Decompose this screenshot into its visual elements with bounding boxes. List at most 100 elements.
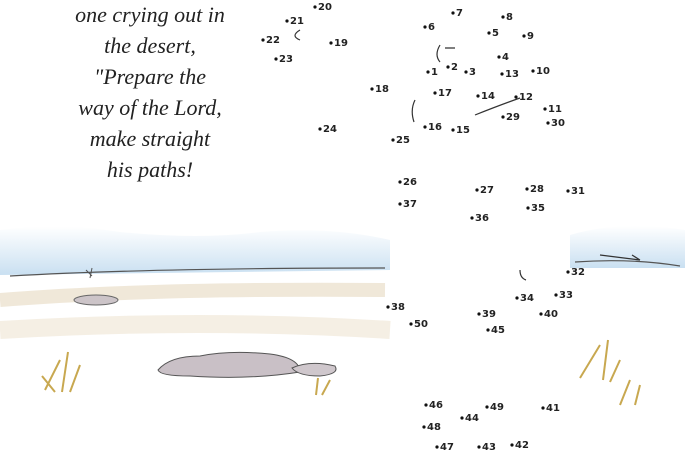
dot bbox=[531, 69, 535, 73]
dot-number: 47 bbox=[440, 442, 454, 453]
dot bbox=[446, 65, 450, 69]
dot-number: 2 bbox=[451, 62, 458, 73]
dot bbox=[486, 328, 490, 332]
dot bbox=[515, 296, 519, 300]
dot-number: 42 bbox=[515, 440, 529, 451]
rock bbox=[291, 362, 337, 377]
dot bbox=[433, 91, 437, 95]
dot-number: 25 bbox=[396, 135, 410, 146]
dot bbox=[460, 416, 464, 420]
dot-number: 11 bbox=[548, 104, 562, 115]
dot-number: 21 bbox=[290, 16, 304, 27]
dot-number: 39 bbox=[482, 309, 496, 320]
dot-number: 4 bbox=[502, 52, 509, 63]
dot-number: 37 bbox=[403, 199, 417, 210]
dot bbox=[470, 216, 474, 220]
dot bbox=[476, 94, 480, 98]
dot-number: 9 bbox=[527, 31, 534, 42]
verse-line: "Prepare the bbox=[94, 64, 206, 89]
dot bbox=[423, 25, 427, 29]
dot bbox=[510, 443, 514, 447]
dot bbox=[370, 87, 374, 91]
dot-number: 33 bbox=[559, 290, 573, 301]
sand-band bbox=[0, 315, 391, 339]
dot-number: 16 bbox=[428, 122, 442, 133]
dot bbox=[539, 312, 543, 316]
dot-number: 13 bbox=[505, 69, 519, 80]
dot bbox=[525, 187, 529, 191]
verse-line: the desert, bbox=[104, 33, 196, 58]
dot-number: 23 bbox=[279, 54, 293, 65]
dot bbox=[477, 312, 481, 316]
dot-number: 41 bbox=[546, 403, 560, 414]
grass-tuft bbox=[41, 351, 81, 393]
dot bbox=[274, 57, 278, 61]
dot-number: 44 bbox=[465, 413, 479, 424]
verse-line: way of the Lord, bbox=[78, 95, 221, 120]
dot-number: 17 bbox=[438, 88, 452, 99]
dot bbox=[522, 34, 526, 38]
dot-number: 28 bbox=[530, 184, 544, 195]
dot-number: 38 bbox=[391, 302, 405, 313]
grass-tuft bbox=[579, 339, 641, 406]
dot-number: 36 bbox=[475, 213, 489, 224]
bush bbox=[85, 267, 93, 279]
horizon-left bbox=[9, 267, 386, 277]
dot bbox=[500, 72, 504, 76]
horizon-right bbox=[574, 260, 681, 267]
dot-number: 6 bbox=[428, 22, 435, 33]
dot bbox=[497, 55, 501, 59]
dot-number: 18 bbox=[375, 84, 389, 95]
dot bbox=[398, 202, 402, 206]
dot bbox=[566, 270, 570, 274]
dot-number: 46 bbox=[429, 400, 443, 411]
dot bbox=[487, 31, 491, 35]
flat-rock bbox=[157, 351, 301, 378]
dot bbox=[261, 38, 265, 42]
dot-number: 50 bbox=[414, 319, 428, 330]
dot bbox=[501, 115, 505, 119]
dot bbox=[526, 206, 530, 210]
dot bbox=[514, 95, 518, 99]
dot bbox=[423, 125, 427, 129]
dot bbox=[501, 15, 505, 19]
dot-number: 43 bbox=[482, 442, 496, 453]
guide-lines bbox=[294, 29, 641, 281]
dot-number: 5 bbox=[492, 28, 499, 39]
sky-wash-right bbox=[570, 226, 685, 268]
dot bbox=[477, 445, 481, 449]
dot-number: 34 bbox=[520, 293, 534, 304]
dot-number: 40 bbox=[544, 309, 558, 320]
dot-number: 20 bbox=[318, 2, 332, 13]
dot-number: 26 bbox=[403, 177, 417, 188]
dot bbox=[451, 128, 455, 132]
dot-number: 15 bbox=[456, 125, 470, 136]
dot bbox=[464, 70, 468, 74]
dot bbox=[566, 189, 570, 193]
dot bbox=[424, 403, 428, 407]
dot-number: 29 bbox=[506, 112, 520, 123]
dot-number: 32 bbox=[571, 267, 585, 278]
dot bbox=[329, 41, 333, 45]
dot-number: 7 bbox=[456, 8, 463, 19]
dot bbox=[451, 11, 455, 15]
dot-number: 10 bbox=[536, 66, 550, 77]
dot bbox=[391, 138, 395, 142]
dot-number: 27 bbox=[480, 185, 494, 196]
verse-line: his paths! bbox=[107, 157, 193, 182]
dot bbox=[422, 425, 426, 429]
dot-number: 24 bbox=[323, 124, 337, 135]
dot bbox=[409, 322, 413, 326]
dot bbox=[318, 127, 322, 131]
dot-number: 3 bbox=[469, 67, 476, 78]
dot bbox=[285, 19, 289, 23]
dot bbox=[475, 188, 479, 192]
dot bbox=[541, 406, 545, 410]
dot-number: 14 bbox=[481, 91, 495, 102]
sand-band bbox=[0, 282, 386, 307]
sky-wash-left bbox=[0, 226, 390, 275]
dot-number: 12 bbox=[519, 92, 533, 103]
dot bbox=[546, 121, 550, 125]
